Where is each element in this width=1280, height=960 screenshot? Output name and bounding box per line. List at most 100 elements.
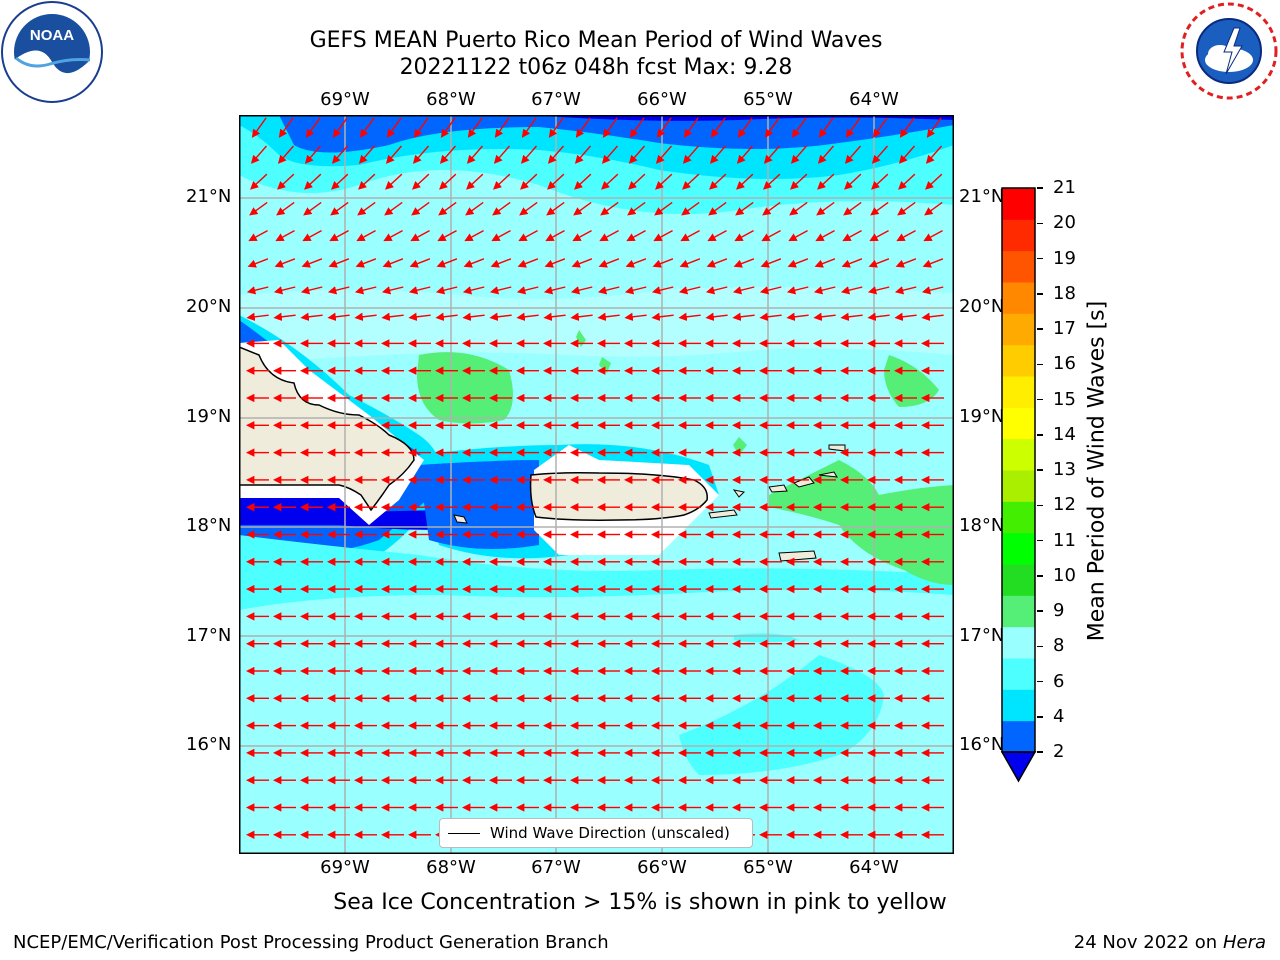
- colorbar-tick-mark: [1037, 293, 1043, 295]
- footer-right: 24 Nov 2022 on Hera: [1074, 932, 1266, 953]
- land-hispaniola: [239, 346, 415, 512]
- wind-wave-arrow: [759, 312, 782, 322]
- wind-wave-arrow: [547, 145, 565, 164]
- colorbar-tick-mark: [1037, 680, 1043, 683]
- wind-wave-arrow: [278, 117, 294, 138]
- wind-wave-arrow: [786, 312, 809, 322]
- wind-wave-arrow: [867, 312, 890, 322]
- lat-label-left-16n: 16°N: [186, 734, 232, 755]
- footer-date: 24 Nov 2022 on: [1073, 932, 1218, 953]
- wind-wave-arrow: [710, 117, 726, 138]
- wind-wave-arrow: [275, 229, 295, 242]
- wind-wave-arrow: [543, 312, 566, 322]
- wind-wave-arrow: [763, 173, 781, 190]
- lat-label-right-16n: 16°N: [959, 734, 1005, 755]
- colorbar-tick-mark: [1037, 539, 1043, 542]
- wind-wave-arrow: [250, 145, 268, 164]
- wind-wave-arrow: [655, 173, 673, 190]
- colorbar-segment: [1002, 720, 1035, 753]
- lon-label-bottom-64w: 64°W: [849, 857, 899, 878]
- colorbar-tick-label: 4: [1053, 705, 1065, 727]
- wind-wave-arrow: [300, 286, 323, 295]
- wind-wave-arrow: [599, 229, 619, 242]
- wind-wave-arrow: [304, 173, 322, 190]
- colorbar-tick-mark: [1037, 363, 1043, 365]
- wind-wave-arrow: [467, 117, 483, 138]
- wind-wave-arrow: [737, 117, 753, 138]
- wind-wave-arrow: [274, 258, 296, 268]
- wind-wave-arrow: [301, 258, 323, 268]
- wind-wave-arrow: [494, 117, 510, 138]
- wind-wave-arrow: [601, 173, 619, 190]
- contour-mona-blue: [419, 460, 539, 549]
- wind-wave-arrow: [411, 201, 430, 216]
- wind-wave-arrow: [330, 201, 349, 216]
- colorbar-segment: [1002, 470, 1035, 502]
- wind-wave-arrow: [489, 312, 512, 322]
- wind-wave-arrow: [786, 286, 809, 295]
- wind-wave-arrow: [385, 145, 403, 164]
- wind-wave-arrow: [332, 117, 348, 138]
- chart-subtitle: 20221122 t06z 048h fcst Max: 9.28: [399, 55, 793, 80]
- wind-wave-arrow: [464, 229, 484, 242]
- wind-wave-arrow: [437, 229, 457, 242]
- land-mona-island: [453, 514, 468, 524]
- wind-wave-arrow: [844, 173, 862, 190]
- wind-wave-arrow: [759, 286, 782, 295]
- wind-wave-arrow: [843, 201, 862, 216]
- colorbar-label: Mean Period of Wind Waves [s]: [1084, 300, 1110, 642]
- wind-wave-arrow: [438, 201, 457, 216]
- wind-wave-arrow: [489, 286, 512, 295]
- wind-wave-arrow: [764, 117, 780, 138]
- lon-label-top-69w: 69°W: [320, 89, 370, 110]
- wind-wave-arrow: [462, 286, 485, 295]
- wind-wave-arrow: [628, 145, 646, 164]
- wind-wave-arrow: [790, 145, 808, 164]
- colorbar-tick-mark: [1037, 575, 1043, 577]
- colorbar-tick-mark: [1037, 434, 1043, 436]
- wind-wave-arrow: [516, 312, 539, 322]
- contour-period-2-4-north: [279, 115, 954, 153]
- wind-wave-arrow: [678, 312, 701, 322]
- wind-wave-arrow: [386, 117, 402, 138]
- colorbar-under-triangle: [1000, 751, 1037, 783]
- wind-wave-arrow: [845, 117, 861, 138]
- wind-wave-arrow: [680, 229, 700, 242]
- wind-wave-arrow: [412, 145, 430, 164]
- colorbar-tick-label: 9: [1053, 600, 1065, 621]
- legend-label: Wind Wave Direction (unscaled): [490, 824, 730, 842]
- wind-wave-arrow: [735, 201, 754, 216]
- wind-wave-arrow: [681, 201, 700, 216]
- wind-wave-arrow: [789, 201, 808, 216]
- wind-wave-arrow: [249, 201, 268, 216]
- wind-wave-arrow: [304, 145, 322, 164]
- gridlines: [239, 115, 954, 854]
- wind-wave-arrow: [921, 286, 944, 295]
- wind-wave-arrow: [521, 117, 537, 138]
- lat-label-right-19n: 19°N: [959, 406, 1005, 427]
- contour-period-6-8-southeast: [679, 655, 884, 775]
- colorbar-segment: [1002, 250, 1035, 283]
- wind-wave-arrow: [732, 312, 755, 322]
- wind-wave-arrow: [625, 258, 647, 268]
- colorbar-tick-label: 19: [1053, 247, 1076, 269]
- colorbar-tick-label: 14: [1053, 423, 1076, 445]
- wind-wave-arrow: [358, 145, 376, 164]
- wind-wave-arrow: [572, 229, 592, 242]
- colorbar-tick-label: 17: [1053, 318, 1076, 339]
- wind-wave-arrow: [924, 201, 943, 216]
- wind-wave-arrow: [410, 229, 430, 242]
- wind-wave-arrow: [872, 117, 888, 138]
- wind-wave-arrows: [246, 117, 944, 839]
- colorbar: [1000, 187, 1037, 783]
- wind-wave-arrow: [277, 173, 295, 190]
- wind-wave-arrow: [922, 258, 944, 268]
- colorbar-tick-label: 20: [1053, 212, 1076, 234]
- wind-wave-arrow: [305, 117, 321, 138]
- lat-label-right-17n: 17°N: [959, 625, 1005, 646]
- wind-wave-arrow: [247, 258, 269, 268]
- wind-wave-arrow: [899, 117, 915, 138]
- wind-wave-arrow: [818, 117, 834, 138]
- lon-label-bottom-67w: 67°W: [531, 857, 581, 878]
- wind-wave-arrow: [787, 258, 809, 268]
